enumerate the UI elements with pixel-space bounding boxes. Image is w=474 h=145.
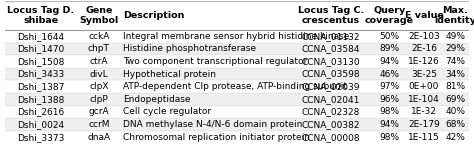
Text: Endopeptidase: Endopeptidase bbox=[123, 95, 191, 104]
Text: Locus Tag D.
shibae: Locus Tag D. shibae bbox=[7, 6, 74, 25]
Text: 96%: 96% bbox=[379, 95, 399, 104]
Text: Dshi_1470: Dshi_1470 bbox=[17, 44, 64, 53]
Text: divL: divL bbox=[90, 70, 108, 79]
Bar bbox=[5, 93, 469, 106]
Text: 97%: 97% bbox=[379, 82, 399, 91]
Text: CCNA_02039: CCNA_02039 bbox=[302, 82, 360, 91]
Text: Histidine phosphotransferase: Histidine phosphotransferase bbox=[123, 44, 256, 53]
Text: 89%: 89% bbox=[379, 44, 399, 53]
Text: 98%: 98% bbox=[379, 133, 399, 142]
Text: 2E-179: 2E-179 bbox=[408, 120, 440, 129]
Text: chpT: chpT bbox=[88, 44, 110, 53]
Text: gcrA: gcrA bbox=[89, 107, 109, 116]
Text: 94%: 94% bbox=[379, 120, 399, 129]
Text: dnaA: dnaA bbox=[87, 133, 110, 142]
Text: CCNA_03130: CCNA_03130 bbox=[302, 57, 360, 66]
Text: Dshi_1644: Dshi_1644 bbox=[17, 32, 64, 41]
Text: 74%: 74% bbox=[446, 57, 465, 66]
Text: ctrA: ctrA bbox=[90, 57, 108, 66]
Text: 1E-126: 1E-126 bbox=[408, 57, 440, 66]
Text: Hypothetical protein: Hypothetical protein bbox=[123, 70, 216, 79]
Text: Gene
Symbol: Gene Symbol bbox=[79, 6, 118, 25]
Text: CCNA_00382: CCNA_00382 bbox=[302, 120, 360, 129]
Text: E value: E value bbox=[405, 11, 443, 20]
Text: 3E-25: 3E-25 bbox=[411, 70, 437, 79]
Text: 2E-16: 2E-16 bbox=[411, 44, 437, 53]
Text: 46%: 46% bbox=[379, 70, 399, 79]
Text: 49%: 49% bbox=[446, 32, 465, 41]
Text: CCNA_03584: CCNA_03584 bbox=[302, 44, 360, 53]
Text: Integral membrane sensor hybrid histidine kinase: Integral membrane sensor hybrid histidin… bbox=[123, 32, 349, 41]
Text: CCNA_00008: CCNA_00008 bbox=[302, 133, 360, 142]
Text: cckA: cckA bbox=[88, 32, 109, 41]
Bar bbox=[5, 131, 469, 144]
Text: 50%: 50% bbox=[379, 32, 399, 41]
Text: 40%: 40% bbox=[446, 107, 465, 116]
Text: Max.
identity: Max. identity bbox=[434, 6, 474, 25]
Text: CCNA_01132: CCNA_01132 bbox=[302, 32, 360, 41]
Text: 0E+00: 0E+00 bbox=[409, 82, 439, 91]
Text: Dshi_2616: Dshi_2616 bbox=[17, 107, 64, 116]
Bar bbox=[5, 1, 469, 30]
Text: CCNA_02328: CCNA_02328 bbox=[302, 107, 360, 116]
Text: 1E-104: 1E-104 bbox=[408, 95, 440, 104]
Text: CCNA_03598: CCNA_03598 bbox=[302, 70, 360, 79]
Bar bbox=[5, 118, 469, 131]
Text: Dshi_1388: Dshi_1388 bbox=[17, 95, 64, 104]
Text: Dshi_0024: Dshi_0024 bbox=[17, 120, 64, 129]
Text: Chromosomal replication initiator protein: Chromosomal replication initiator protei… bbox=[123, 133, 310, 142]
Text: 69%: 69% bbox=[445, 95, 465, 104]
Bar bbox=[5, 68, 469, 80]
Bar bbox=[5, 42, 469, 55]
Text: 42%: 42% bbox=[446, 133, 465, 142]
Text: Dshi_3373: Dshi_3373 bbox=[17, 133, 64, 142]
Text: 1E-32: 1E-32 bbox=[411, 107, 437, 116]
Bar bbox=[5, 106, 469, 118]
Text: CCNA_02041: CCNA_02041 bbox=[302, 95, 360, 104]
Text: ccrM: ccrM bbox=[88, 120, 109, 129]
Bar bbox=[5, 30, 469, 42]
Text: Cell cycle regulator: Cell cycle regulator bbox=[123, 107, 211, 116]
Text: 98%: 98% bbox=[379, 107, 399, 116]
Text: Locus Tag C.
crescentus: Locus Tag C. crescentus bbox=[298, 6, 364, 25]
Text: DNA methylase N-4/N-6 domain protein: DNA methylase N-4/N-6 domain protein bbox=[123, 120, 302, 129]
Text: Query
coverage: Query coverage bbox=[365, 6, 414, 25]
Text: clpP: clpP bbox=[90, 95, 108, 104]
Text: Dshi_1508: Dshi_1508 bbox=[17, 57, 64, 66]
Text: Two component transcriptional regulator: Two component transcriptional regulator bbox=[123, 57, 308, 66]
Text: Dshi_1387: Dshi_1387 bbox=[17, 82, 64, 91]
Text: 68%: 68% bbox=[445, 120, 465, 129]
Text: ATP-dependent Clp protease, ATP-binding subunit: ATP-dependent Clp protease, ATP-binding … bbox=[123, 82, 347, 91]
Bar bbox=[5, 55, 469, 68]
Text: 81%: 81% bbox=[445, 82, 465, 91]
Text: Dshi_3433: Dshi_3433 bbox=[17, 70, 64, 79]
Bar bbox=[5, 80, 469, 93]
Text: 1E-115: 1E-115 bbox=[408, 133, 440, 142]
Text: Description: Description bbox=[123, 11, 184, 20]
Text: 2E-103: 2E-103 bbox=[408, 32, 440, 41]
Text: clpX: clpX bbox=[89, 82, 109, 91]
Text: 34%: 34% bbox=[446, 70, 465, 79]
Text: 29%: 29% bbox=[446, 44, 465, 53]
Text: 94%: 94% bbox=[379, 57, 399, 66]
